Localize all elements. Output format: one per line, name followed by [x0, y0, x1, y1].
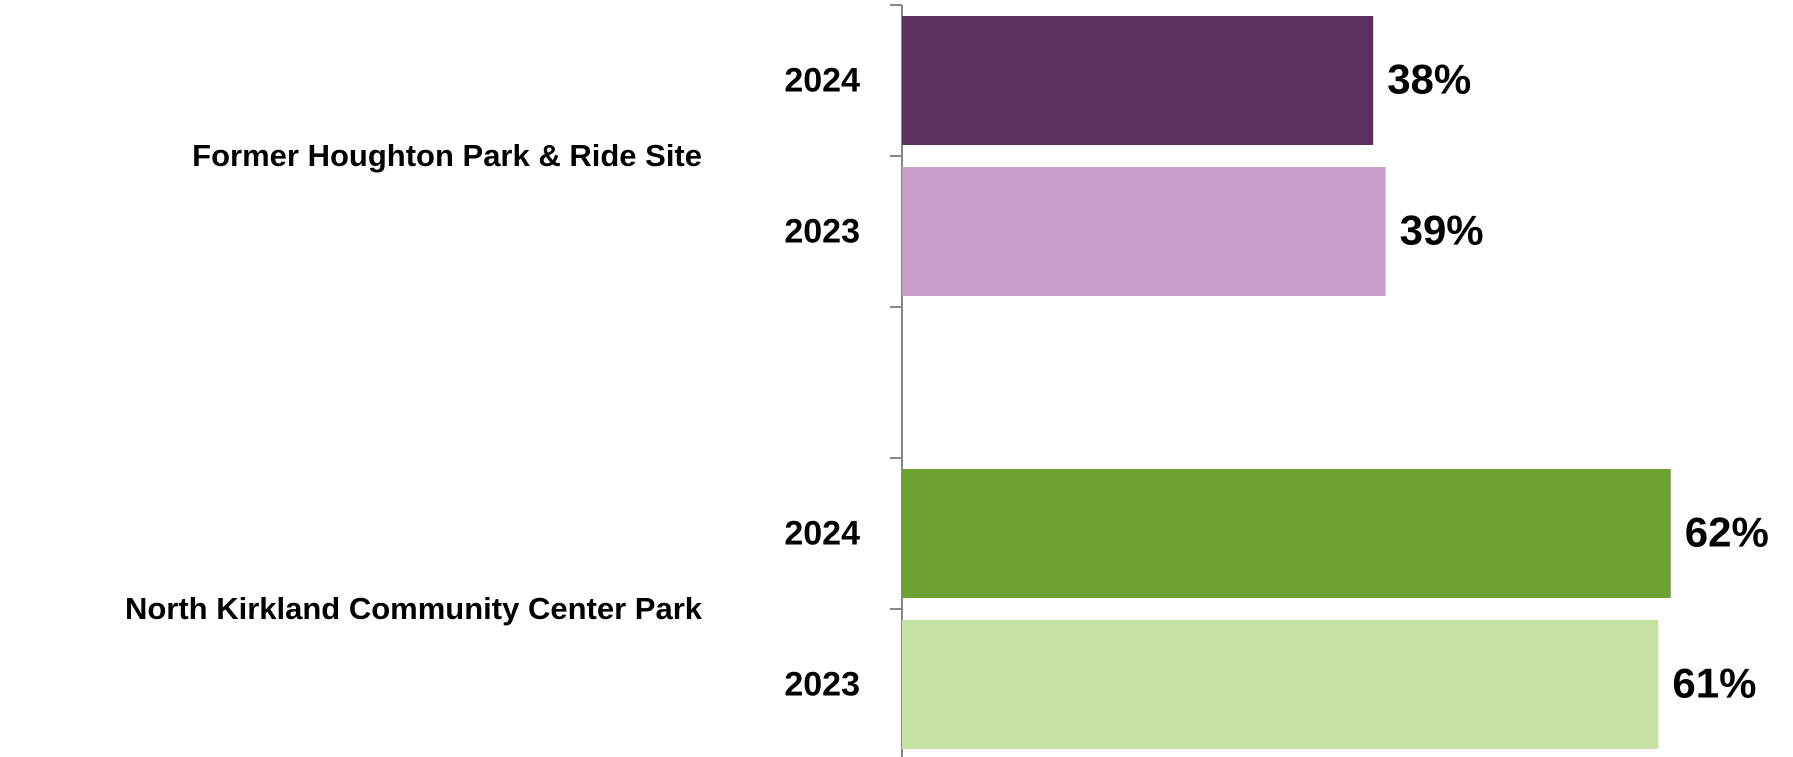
bar-category-label: 2024 — [784, 514, 860, 552]
value-label: 62% — [1685, 509, 1769, 556]
bar-category-label: 2023 — [784, 212, 860, 250]
value-label: 61% — [1672, 660, 1756, 707]
value-label: 39% — [1400, 207, 1484, 254]
group-label: Former Houghton Park & Ride Site — [192, 138, 702, 173]
value-label: 38% — [1387, 56, 1471, 103]
bar — [902, 620, 1659, 749]
bar — [902, 469, 1671, 598]
bar — [902, 16, 1374, 145]
bar-category-label: 2023 — [784, 665, 860, 703]
group-label: North Kirkland Community Center Park — [125, 591, 703, 626]
bar — [902, 167, 1386, 296]
bar-category-label: 2024 — [784, 61, 860, 99]
